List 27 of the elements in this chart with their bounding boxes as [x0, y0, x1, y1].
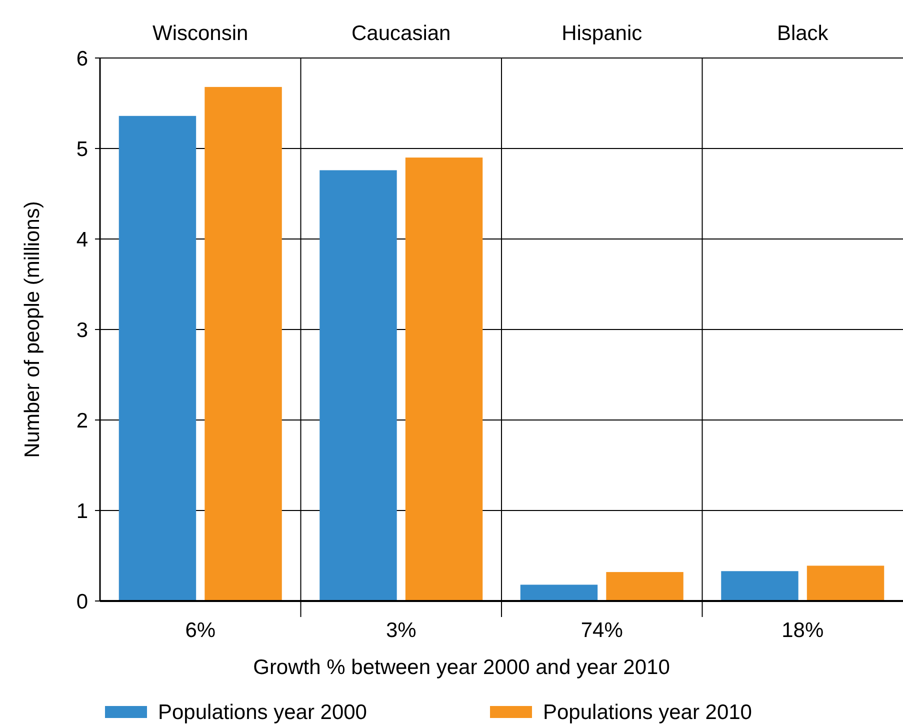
bar: [204, 86, 282, 601]
y-tick-label: 3: [76, 318, 88, 342]
text: 6%: [185, 619, 216, 642]
y-axis-title: Number of people (millions): [21, 201, 44, 458]
bar: [405, 158, 483, 601]
x-tick-label: Wisconsin: [152, 22, 248, 45]
legend-label: Populations year 2000: [158, 701, 367, 724]
bar: [606, 572, 684, 601]
text: 74%: [580, 619, 623, 642]
bar: [118, 116, 196, 601]
x-tick-label: Black: [776, 22, 829, 45]
bar: [520, 584, 598, 601]
x-tick-label: Hispanic: [562, 22, 642, 45]
legend-label: Populations year 2010: [543, 701, 752, 724]
y-tick-label: 2: [76, 409, 88, 432]
bar: [721, 571, 798, 601]
y-tick-label: 6: [76, 47, 88, 70]
y-tick-label: 4: [76, 228, 88, 252]
x-axis-title: Growth % between year 2000 and year 2010: [253, 656, 670, 679]
text: 18%: [782, 619, 824, 642]
bar: [806, 566, 884, 601]
text: 3%: [386, 619, 416, 642]
bar: [320, 170, 397, 601]
y-tick-label: 0: [76, 590, 88, 614]
y-tick-label: 5: [76, 138, 88, 161]
x-tick-label: Caucasian: [352, 22, 451, 45]
y-tick-label: 1: [76, 500, 88, 523]
